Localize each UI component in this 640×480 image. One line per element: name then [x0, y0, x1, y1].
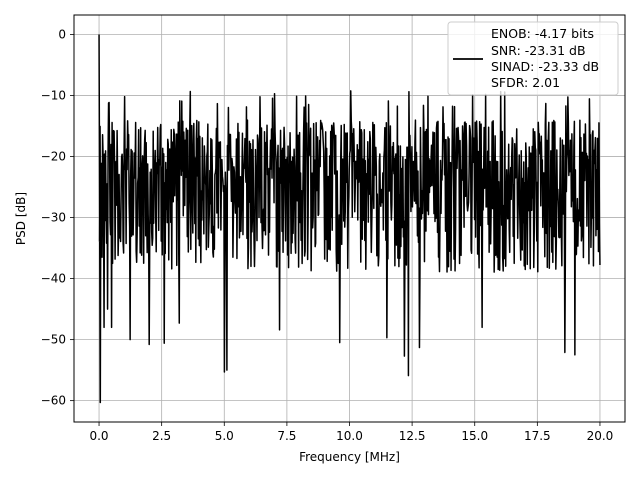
legend-enob: ENOB: -4.17 bits	[491, 26, 594, 41]
x-axis-ticks: 0.0 2.5 5.0 7.5 10.0 12.5 15.0 17.5 20.0	[89, 422, 613, 443]
legend-box	[447, 21, 619, 96]
x-tick-label: 0.0	[89, 429, 108, 443]
x-tick-label: 2.5	[152, 429, 171, 443]
y-axis-label: PSD [dB]	[14, 192, 28, 245]
y-tick-label: −30	[41, 211, 66, 225]
y-tick-label: −40	[41, 272, 66, 286]
y-tick-label: −60	[41, 394, 66, 408]
x-tick-label: 10.0	[336, 429, 363, 443]
psd-line	[98, 34, 601, 404]
y-axis-ticks: 0 −10 −20 −30 −40 −50 −60	[41, 28, 74, 408]
legend: ENOB: -4.17 bits SNR: -23.31 dB SINAD: -…	[447, 21, 619, 96]
y-tick-label: −20	[41, 150, 66, 164]
y-tick-label: −10	[41, 89, 66, 103]
x-tick-label: 5.0	[215, 429, 234, 443]
legend-sinad: SINAD: -23.33 dB	[491, 59, 599, 74]
x-axis-label: Frequency [MHz]	[299, 450, 400, 464]
x-tick-label: 12.5	[399, 429, 426, 443]
x-tick-label: 20.0	[587, 429, 614, 443]
y-tick-label: −50	[41, 333, 66, 347]
x-tick-label: 15.0	[461, 429, 488, 443]
legend-snr: SNR: -23.31 dB	[491, 43, 586, 58]
psd-series	[98, 34, 601, 404]
y-tick-label: 0	[58, 28, 66, 42]
x-tick-label: 17.5	[524, 429, 551, 443]
legend-sfdr: SFDR: 2.01	[491, 75, 560, 90]
x-tick-label: 7.5	[277, 429, 296, 443]
